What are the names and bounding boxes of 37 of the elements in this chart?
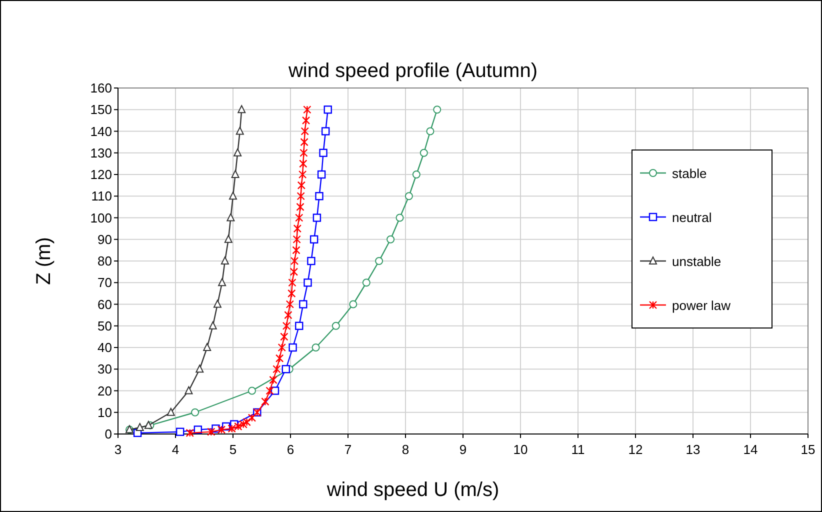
y-tick-label: 160 (90, 80, 112, 96)
y-tick-label: 120 (90, 167, 112, 182)
y-tick-label: 10 (98, 404, 112, 420)
y-tick-label: 70 (98, 275, 112, 290)
y-tick-label: 20 (98, 383, 112, 398)
x-tick-label: 9 (459, 442, 467, 457)
x-tick-label: 15 (800, 442, 816, 457)
y-tick-label: 130 (90, 145, 112, 160)
chart-title: wind speed profile (Autumn) (287, 60, 538, 82)
y-tick-label: 140 (90, 124, 112, 139)
legend-label: stable (672, 166, 707, 181)
x-tick-label: 11 (571, 442, 585, 457)
y-tick-label: 0 (104, 426, 112, 442)
x-tick-label: 5 (229, 442, 237, 457)
y-tick-label: 80 (98, 254, 112, 268)
legend-label: neutral (672, 210, 712, 225)
x-tick-label: 13 (686, 442, 700, 457)
x-tick-label: 4 (172, 442, 180, 457)
y-tick-label: 40 (98, 340, 112, 355)
x-tick-label: 6 (286, 442, 294, 457)
y-tick-label: 100 (90, 210, 112, 226)
x-tick-label: 10 (513, 442, 528, 457)
y-tick-label: 60 (98, 296, 112, 312)
x-tick-label: 14 (743, 442, 758, 457)
y-axis-title: Z (m) (33, 237, 55, 285)
x-tick-label: 8 (402, 442, 410, 457)
x-axis-title: wind speed U (m/s) (326, 479, 500, 501)
y-tick-label: 110 (91, 188, 112, 204)
x-tick-label: 3 (114, 442, 122, 457)
legend-label: unstable (672, 254, 722, 269)
y-tick-label: 50 (98, 318, 112, 334)
x-tick-label: 12 (628, 442, 643, 457)
x-tick-label: 7 (344, 442, 352, 457)
y-tick-label: 90 (98, 232, 112, 247)
y-tick-label: 30 (98, 362, 112, 377)
legend-label: power law (672, 298, 732, 313)
y-tick-label: 150 (90, 102, 112, 118)
